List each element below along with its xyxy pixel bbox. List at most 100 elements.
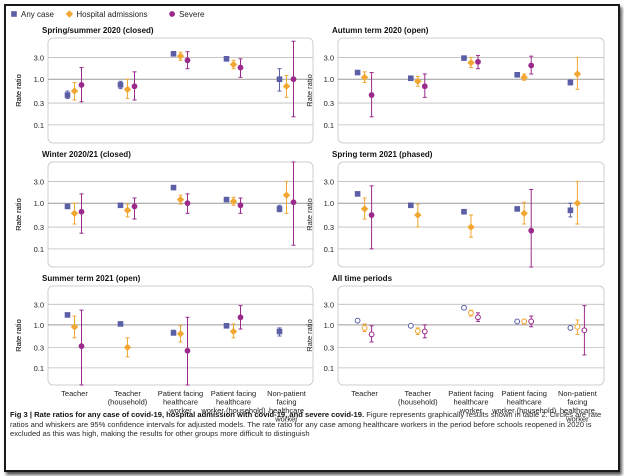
rate-ratio-marker <box>117 202 124 209</box>
data-point <box>528 315 535 328</box>
y-tick-label: 0.3 <box>324 223 334 232</box>
data-point <box>229 59 238 70</box>
x-tick-label: Teacher <box>114 389 141 398</box>
data-point <box>282 180 291 214</box>
rate-ratio-marker <box>123 343 132 352</box>
rate-ratio-marker <box>421 328 428 335</box>
rate-ratio-marker <box>528 62 535 69</box>
rate-ratio-marker <box>475 58 481 65</box>
data-point <box>514 318 521 325</box>
rate-ratio-marker <box>573 70 582 78</box>
rate-ratio-marker <box>64 92 71 98</box>
data-point <box>237 305 244 330</box>
plot-area <box>337 285 605 386</box>
rate-ratio-marker <box>78 208 85 215</box>
data-point <box>468 309 474 317</box>
x-tick-label: (household) <box>108 398 148 407</box>
data-point <box>117 202 124 209</box>
data-point <box>567 324 574 331</box>
y-tick-label: 3.0 <box>324 53 334 62</box>
data-point <box>567 79 574 86</box>
data-point <box>184 316 191 386</box>
x-tick-label: Patient facing <box>158 389 203 398</box>
rate-ratio-marker <box>414 77 422 86</box>
y-tick-label: 0.1 <box>324 121 334 130</box>
data-point <box>282 75 291 98</box>
rate-ratio-marker <box>528 318 535 325</box>
rate-ratio-marker <box>64 312 71 318</box>
rate-ratio-marker <box>282 191 291 199</box>
rate-ratio-marker <box>237 314 244 321</box>
data-point <box>421 73 428 98</box>
rate-ratio-marker <box>223 56 230 62</box>
data-point <box>421 324 428 339</box>
data-point <box>360 71 369 83</box>
data-point <box>414 327 421 335</box>
x-tick-label: Teacher <box>351 389 378 398</box>
y-tick-label: 0.1 <box>34 364 44 373</box>
rate-ratio-marker <box>521 318 528 325</box>
x-tick-label: facing <box>567 398 587 407</box>
rate-ratio-marker <box>184 200 191 207</box>
rate-ratio-marker <box>237 202 244 209</box>
x-tick-label: (household) <box>398 398 438 407</box>
data-point <box>290 161 297 246</box>
rate-ratio-marker <box>70 209 79 218</box>
x-tick-label: Patient facing <box>211 389 256 398</box>
rate-ratio-marker <box>70 87 79 95</box>
data-point <box>176 325 185 343</box>
y-axis-label: Rate ratio <box>14 319 23 352</box>
data-point <box>520 201 528 225</box>
x-tick-label: healthcare <box>269 406 304 415</box>
data-point <box>461 208 467 215</box>
plot-area <box>337 37 605 144</box>
rate-ratio-marker <box>78 82 85 88</box>
x-tick-label: facing <box>276 398 296 407</box>
data-point <box>414 75 422 87</box>
data-point <box>361 323 368 333</box>
panel-title: All time periods <box>332 274 393 283</box>
rate-ratio-marker <box>229 327 238 336</box>
x-tick-label: healthcare <box>507 398 542 407</box>
rate-ratio-marker <box>123 85 132 94</box>
y-axis-label: Rate ratio <box>14 74 23 107</box>
plot-area <box>337 161 605 268</box>
x-tick-label: Non-patient <box>267 389 307 398</box>
rate-ratio-marker <box>176 52 185 60</box>
plot-area <box>47 37 314 144</box>
rate-ratio-marker <box>475 314 481 321</box>
data-point <box>368 72 375 118</box>
rate-ratio-marker <box>461 304 467 311</box>
rate-ratio-marker <box>360 73 369 82</box>
data-point <box>475 312 481 322</box>
rate-ratio-marker <box>514 71 521 78</box>
data-point <box>276 327 283 337</box>
legend-marker <box>169 11 176 17</box>
data-point <box>528 55 535 75</box>
data-point <box>123 337 132 358</box>
data-point <box>467 214 475 238</box>
rate-ratio-marker <box>520 209 528 218</box>
legend-item: Any case <box>11 10 54 19</box>
figure-caption: Fig 3 | Rate ratios for any case of covi… <box>10 410 610 439</box>
data-point <box>123 203 132 218</box>
rate-ratio-marker <box>170 184 177 191</box>
data-point <box>223 56 230 62</box>
panel-title: Spring/summer 2020 (closed) <box>42 26 154 35</box>
data-point <box>64 312 71 318</box>
rate-ratio-marker <box>421 83 428 90</box>
x-tick-label: Non-patient <box>558 389 598 398</box>
data-point <box>70 81 79 101</box>
data-point <box>514 71 521 78</box>
y-tick-label: 1.0 <box>34 75 44 84</box>
data-point <box>368 185 375 250</box>
panel-title: Autumn term 2020 (open) <box>332 26 429 35</box>
rate-ratio-marker <box>123 206 132 214</box>
rate-ratio-marker <box>354 69 361 76</box>
y-axis-label: Rate ratio <box>305 198 314 231</box>
chart-panel: All time periods 0.1 0.3 1.0 3.0 Rate ratio Ra… <box>14 274 605 424</box>
rate-ratio-marker <box>468 309 474 316</box>
data-point <box>123 78 132 99</box>
data-point <box>354 317 361 324</box>
